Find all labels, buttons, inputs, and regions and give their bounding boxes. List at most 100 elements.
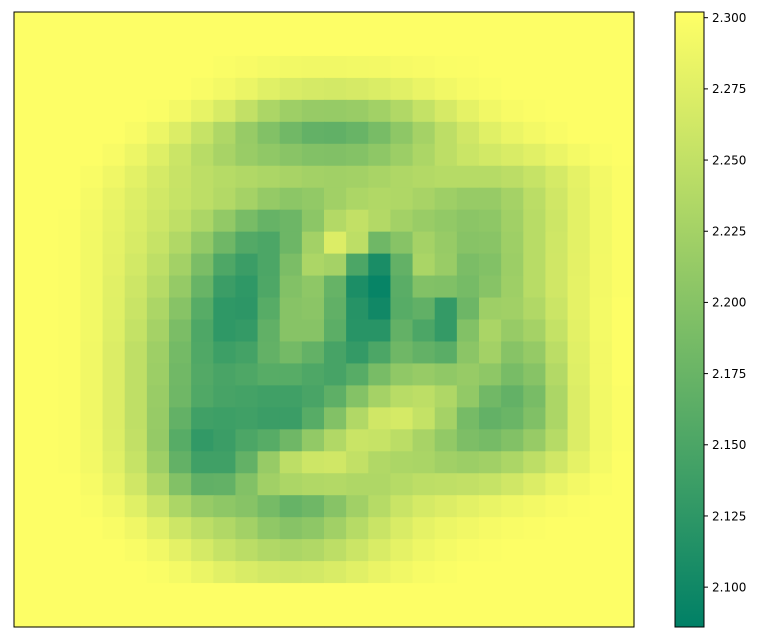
heatmap-cell — [611, 407, 635, 430]
heatmap-cell — [146, 363, 170, 386]
heatmap-cell — [191, 297, 214, 321]
heatmap-cell — [257, 55, 281, 79]
heatmap-cell — [102, 77, 126, 101]
heatmap-cell — [390, 55, 414, 79]
heatmap-cell — [434, 121, 458, 145]
heatmap-cell — [390, 143, 414, 167]
heatmap-cell — [412, 99, 436, 123]
heatmap-cell — [479, 385, 502, 408]
heatmap-cell — [58, 561, 82, 584]
heatmap-cell — [58, 385, 82, 408]
heatmap-cell — [523, 429, 547, 452]
heatmap-cell — [169, 605, 192, 628]
heatmap-cell — [124, 99, 148, 123]
heatmap-cell — [545, 407, 569, 430]
heatmap-cell — [169, 165, 192, 189]
heatmap-cell — [80, 539, 104, 562]
heatmap-cell — [191, 605, 214, 628]
heatmap-cell — [434, 539, 458, 562]
heatmap-cell — [611, 12, 635, 35]
heatmap-cell — [523, 473, 547, 496]
heatmap-cell — [589, 297, 613, 321]
heatmap-cell — [146, 561, 170, 584]
heatmap-cell — [235, 187, 259, 211]
heatmap-cell — [124, 473, 148, 496]
heatmap-cell — [589, 121, 613, 145]
heatmap-cell — [146, 77, 170, 101]
heatmap-cell — [501, 55, 524, 79]
heatmap-cell — [279, 407, 303, 430]
heatmap-cell — [567, 165, 591, 189]
heatmap-cell — [324, 451, 347, 474]
heatmap-cell — [213, 605, 237, 628]
heatmap-cell — [191, 165, 214, 189]
heatmap-cell — [191, 517, 214, 540]
heatmap-cell — [213, 33, 237, 57]
heatmap-cell — [146, 121, 170, 145]
heatmap-cell — [102, 429, 126, 452]
heatmap-cell — [257, 12, 281, 35]
heatmap-cell — [213, 539, 237, 562]
heatmap-cell — [434, 473, 458, 496]
heatmap-cell — [213, 561, 237, 584]
heatmap-cell — [390, 209, 414, 233]
heatmap-cell — [346, 363, 369, 386]
heatmap-cell — [324, 539, 347, 562]
heatmap-cell — [80, 473, 104, 496]
heatmap-cell — [456, 561, 480, 584]
heatmap-cell — [567, 187, 591, 211]
heatmap-cell — [479, 209, 502, 233]
heatmap-cell — [567, 385, 591, 408]
heatmap-cell — [301, 12, 325, 35]
heatmap-cell — [279, 253, 303, 277]
heatmap-cell — [611, 187, 635, 211]
heatmap-cell — [191, 495, 214, 518]
heatmap-cell — [80, 429, 104, 452]
heatmap-cell — [611, 77, 635, 101]
heatmap-cell — [479, 297, 502, 321]
heatmap-cell — [14, 33, 37, 57]
heatmap-cell — [501, 583, 524, 606]
heatmap-cell — [102, 473, 126, 496]
heatmap-cell — [346, 583, 369, 606]
heatmap-cell — [611, 495, 635, 518]
heatmap-cell — [36, 33, 59, 57]
heatmap-cell — [545, 187, 569, 211]
heatmap-cell — [567, 33, 591, 57]
heatmap-cell — [80, 253, 104, 277]
heatmap-cell — [36, 77, 59, 101]
heatmap-cell — [80, 143, 104, 167]
heatmap-cell — [301, 143, 325, 167]
heatmap-cell — [412, 33, 436, 57]
heatmap-cell — [36, 275, 59, 299]
heatmap-cell — [301, 473, 325, 496]
heatmap-cell — [324, 319, 347, 343]
heatmap-cell — [14, 605, 37, 628]
heatmap-cell — [235, 253, 259, 277]
heatmap-cell — [257, 561, 281, 584]
heatmap-cell — [235, 539, 259, 562]
heatmap-cell — [169, 99, 192, 123]
heatmap-cell — [124, 209, 148, 233]
heatmap-cell — [36, 187, 59, 211]
heatmap-cell — [324, 605, 347, 628]
heatmap-cell — [368, 561, 392, 584]
heatmap-cell — [257, 121, 281, 145]
heatmap-cell — [14, 583, 37, 606]
heatmap-cell — [368, 275, 392, 299]
heatmap-cell — [58, 99, 82, 123]
heatmap-cell — [169, 187, 192, 211]
heatmap-cell — [58, 77, 82, 101]
heatmap-cell — [169, 209, 192, 233]
heatmap-cell — [412, 275, 436, 299]
heatmap-cell — [58, 605, 82, 628]
heatmap-cell — [523, 253, 547, 277]
heatmap-cell — [390, 451, 414, 474]
heatmap-cell — [434, 231, 458, 255]
heatmap-cell — [434, 561, 458, 584]
heatmap-cell — [14, 99, 37, 123]
heatmap-cell — [235, 33, 259, 57]
heatmap-cell — [324, 187, 347, 211]
heatmap-cell — [611, 583, 635, 606]
heatmap-cell — [102, 55, 126, 79]
